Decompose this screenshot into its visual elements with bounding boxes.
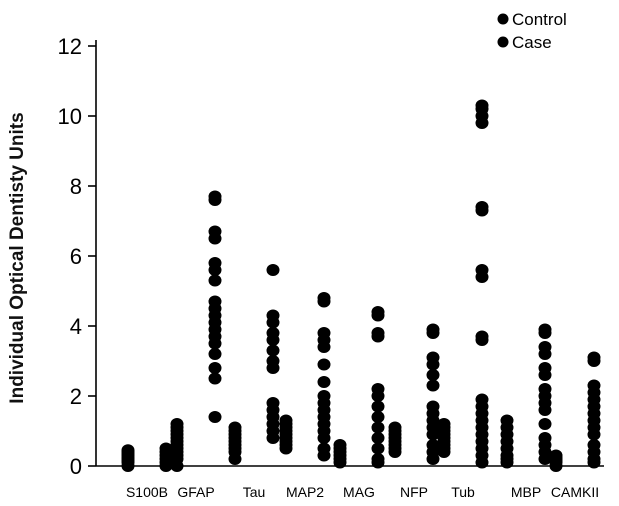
data-point-case — [208, 274, 222, 287]
data-point-case — [371, 453, 385, 465]
data-point-control — [500, 414, 514, 427]
data-point-case — [371, 432, 385, 444]
y-tick-label: 2 — [70, 384, 82, 409]
data-point-case — [317, 442, 331, 455]
data-point-case — [208, 362, 222, 374]
data-points — [121, 99, 601, 472]
data-point-case — [587, 379, 601, 392]
axes: 0 2 4 6 8 10 12 S100B GFAP Tau MAP2 MAG NFP Tub MBP CAM… — [58, 34, 604, 500]
data-point-case — [317, 292, 331, 304]
data-point-case — [208, 190, 222, 203]
y-tick-label: 0 — [70, 454, 82, 479]
y-tick-label: 4 — [70, 314, 82, 339]
data-point-case — [317, 376, 331, 388]
x-tick-label: GFAP — [177, 484, 214, 500]
x-tick-label: MAP2 — [286, 484, 324, 500]
data-point-case — [371, 421, 385, 434]
data-point-control — [388, 421, 402, 434]
data-point-case — [371, 442, 385, 455]
data-point-case — [371, 411, 385, 423]
x-tick-label: Tau — [243, 484, 266, 500]
data-point-case — [317, 358, 331, 371]
data-point-case — [426, 351, 440, 364]
data-point-case — [426, 400, 440, 413]
data-point-case — [538, 362, 552, 374]
data-point-case — [266, 264, 280, 276]
data-point-case — [538, 323, 552, 336]
data-point-case — [426, 323, 440, 336]
x-tick-label: CAMKII — [551, 484, 599, 500]
x-tick-label: Tub — [451, 484, 475, 500]
data-point-case — [475, 393, 489, 406]
x-tick-label: S100B — [126, 484, 168, 500]
data-point-case — [208, 257, 222, 269]
data-point-case — [371, 383, 385, 395]
data-point-case — [587, 439, 601, 451]
data-point-case — [159, 442, 173, 455]
y-tick-label: 6 — [70, 244, 82, 269]
legend-marker — [497, 36, 509, 48]
legend-label: Control — [512, 10, 567, 29]
data-point-case — [538, 432, 552, 444]
data-point-case — [266, 327, 280, 339]
data-point-case — [317, 390, 331, 402]
y-tick-label: 10 — [58, 104, 82, 129]
data-point-case — [538, 383, 552, 395]
legend: Control Case — [497, 10, 567, 52]
data-point-control — [279, 414, 293, 427]
data-point-case — [208, 348, 222, 360]
x-tick-label: MBP — [511, 484, 541, 500]
data-point-control — [170, 418, 184, 430]
data-point-case — [475, 264, 489, 276]
data-point-case — [426, 369, 440, 381]
data-point-control — [549, 449, 563, 462]
data-point-control — [333, 439, 347, 451]
data-point-case — [208, 411, 222, 423]
data-point-case — [266, 355, 280, 367]
data-point-case — [426, 439, 440, 451]
data-point-control — [121, 444, 135, 457]
data-point-case — [426, 379, 440, 392]
data-point-case — [475, 201, 489, 213]
data-point-case — [266, 309, 280, 322]
legend-label: Case — [512, 33, 552, 52]
data-point-case — [371, 327, 385, 339]
x-tick-label: NFP — [400, 484, 428, 500]
data-point-case — [208, 372, 222, 385]
data-point-case — [371, 400, 385, 413]
data-point-case — [371, 306, 385, 318]
y-axis-label: Individual Optical Dentisty Units — [7, 112, 28, 404]
data-point-control — [437, 418, 451, 430]
data-point-case — [208, 225, 222, 238]
y-tick-label: 12 — [58, 34, 82, 59]
x-tick-label: MAG — [343, 484, 375, 500]
data-point-case — [475, 330, 489, 343]
data-point-case — [317, 327, 331, 339]
legend-marker — [497, 13, 509, 25]
data-point-case — [538, 341, 552, 353]
data-point-case — [266, 344, 280, 357]
y-tick-label: 8 — [70, 174, 82, 199]
data-point-control — [228, 421, 242, 434]
data-point-case — [208, 295, 222, 308]
data-point-case — [538, 418, 552, 430]
data-point-case — [587, 351, 601, 364]
data-point-case — [475, 99, 489, 112]
data-point-case — [266, 397, 280, 409]
